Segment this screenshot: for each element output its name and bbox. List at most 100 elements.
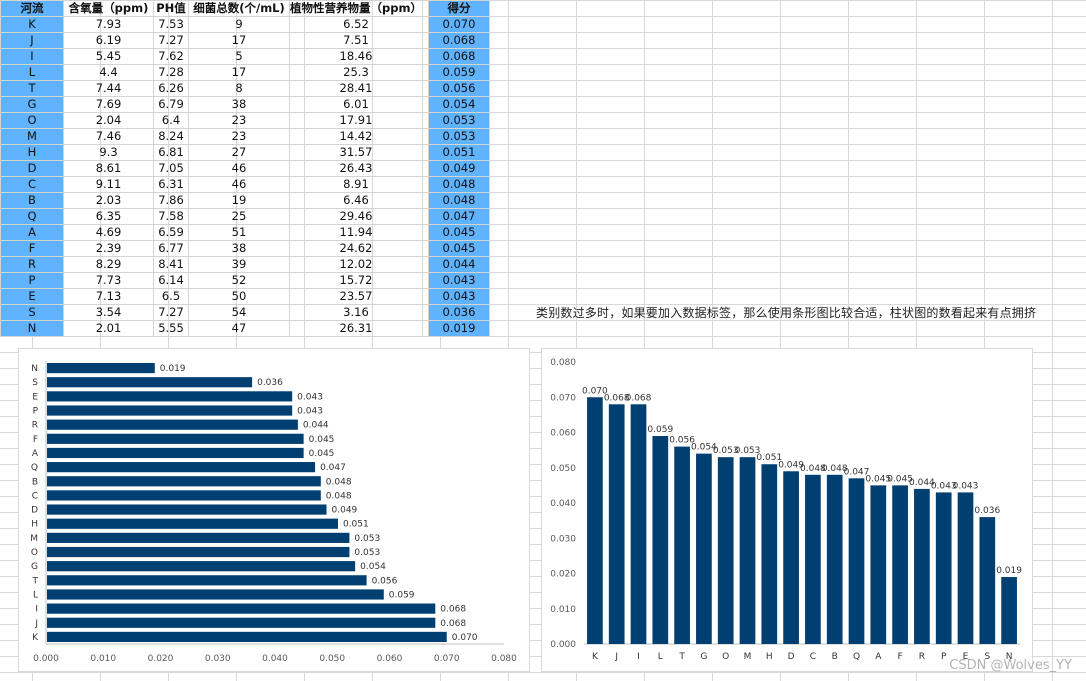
cell-nutrient[interactable]: 6.46 <box>289 192 423 209</box>
cell-score[interactable]: 0.053 <box>427 128 490 145</box>
cell-nutrient[interactable]: 12.02 <box>289 256 423 273</box>
cell-river[interactable]: H <box>0 144 64 161</box>
cell-bacteria[interactable]: 47 <box>188 320 290 337</box>
cell-score[interactable]: 0.053 <box>427 112 490 129</box>
cell-score[interactable]: 0.045 <box>427 240 490 257</box>
cell-bacteria[interactable]: 17 <box>188 32 290 49</box>
cell-nutrient[interactable]: 31.57 <box>289 144 423 161</box>
cell-river[interactable]: Q <box>0 208 64 225</box>
cell-nutrient[interactable]: 28.41 <box>289 80 423 97</box>
cell-ph[interactable]: 7.62 <box>153 48 189 65</box>
cell-river[interactable]: C <box>0 176 64 193</box>
cell-nutrient[interactable]: 26.43 <box>289 160 423 177</box>
cell-oxygen[interactable]: 8.61 <box>63 160 154 177</box>
cell-nutrient[interactable]: 8.91 <box>289 176 423 193</box>
cell-oxygen[interactable]: 2.03 <box>63 192 154 209</box>
cell-river[interactable]: M <box>0 128 64 145</box>
cell-ph[interactable]: 6.77 <box>153 240 189 257</box>
cell-oxygen[interactable]: 2.01 <box>63 320 154 337</box>
cell-oxygen[interactable]: 4.69 <box>63 224 154 241</box>
cell-river[interactable]: N <box>0 320 64 337</box>
cell-bacteria[interactable]: 27 <box>188 144 290 161</box>
cell-score[interactable]: 0.059 <box>427 64 490 81</box>
cell-ph[interactable]: 7.58 <box>153 208 189 225</box>
cell-ph[interactable]: 6.31 <box>153 176 189 193</box>
cell-ph[interactable]: 6.59 <box>153 224 189 241</box>
cell-bacteria[interactable]: 23 <box>188 112 290 129</box>
cell-bacteria[interactable]: 52 <box>188 272 290 289</box>
cell-oxygen[interactable]: 7.13 <box>63 288 154 305</box>
cell-score[interactable]: 0.048 <box>427 192 490 209</box>
cell-score[interactable]: 0.070 <box>427 16 490 33</box>
header-ph[interactable]: PH值 <box>153 0 189 17</box>
cell-river[interactable]: R <box>0 256 64 273</box>
cell-ph[interactable]: 7.86 <box>153 192 189 209</box>
cell-river[interactable]: B <box>0 192 64 209</box>
cell-oxygen[interactable]: 9.3 <box>63 144 154 161</box>
cell-score[interactable]: 0.019 <box>427 320 490 337</box>
cell-nutrient[interactable]: 3.16 <box>289 304 423 321</box>
note-text[interactable]: 类别数过多时，如果要加入数据标签，那么使用条形图比较合适，柱状图的数看起来有点拥… <box>536 306 1037 320</box>
cell-nutrient[interactable]: 6.01 <box>289 96 423 113</box>
cell-ph[interactable]: 6.4 <box>153 112 189 129</box>
cell-bacteria[interactable]: 8 <box>188 80 290 97</box>
cell-bacteria[interactable]: 9 <box>188 16 290 33</box>
cell-ph[interactable]: 6.26 <box>153 80 189 97</box>
cell-oxygen[interactable]: 7.73 <box>63 272 154 289</box>
cell-nutrient[interactable]: 26.31 <box>289 320 423 337</box>
cell-nutrient[interactable]: 25.3 <box>289 64 423 81</box>
cell-score[interactable]: 0.056 <box>427 80 490 97</box>
cell-bacteria[interactable]: 50 <box>188 288 290 305</box>
cell-score[interactable]: 0.068 <box>427 48 490 65</box>
cell-oxygen[interactable]: 3.54 <box>63 304 154 321</box>
cell-nutrient[interactable]: 17.91 <box>289 112 423 129</box>
cell-oxygen[interactable]: 4.4 <box>63 64 154 81</box>
cell-ph[interactable]: 6.79 <box>153 96 189 113</box>
cell-bacteria[interactable]: 46 <box>188 160 290 177</box>
cell-river[interactable]: O <box>0 112 64 129</box>
cell-nutrient[interactable]: 7.51 <box>289 32 423 49</box>
cell-score[interactable]: 0.044 <box>427 256 490 273</box>
cell-river[interactable]: S <box>0 304 64 321</box>
cell-score[interactable]: 0.068 <box>427 32 490 49</box>
cell-bacteria[interactable]: 19 <box>188 192 290 209</box>
cell-oxygen[interactable]: 9.11 <box>63 176 154 193</box>
cell-score[interactable]: 0.036 <box>427 304 490 321</box>
cell-bacteria[interactable]: 23 <box>188 128 290 145</box>
cell-river[interactable]: D <box>0 160 64 177</box>
cell-score[interactable]: 0.054 <box>427 96 490 113</box>
cell-bacteria[interactable]: 17 <box>188 64 290 81</box>
cell-bacteria[interactable]: 25 <box>188 208 290 225</box>
cell-bacteria[interactable]: 46 <box>188 176 290 193</box>
cell-nutrient[interactable]: 29.46 <box>289 208 423 225</box>
cell-nutrient[interactable]: 24.62 <box>289 240 423 257</box>
cell-river[interactable]: K <box>0 16 64 33</box>
cell-oxygen[interactable]: 6.35 <box>63 208 154 225</box>
cell-ph[interactable]: 5.55 <box>153 320 189 337</box>
cell-oxygen[interactable]: 7.46 <box>63 128 154 145</box>
cell-ph[interactable]: 6.14 <box>153 272 189 289</box>
header-river[interactable]: 河流 <box>0 0 64 17</box>
cell-bacteria[interactable]: 54 <box>188 304 290 321</box>
cell-oxygen[interactable]: 2.04 <box>63 112 154 129</box>
cell-score[interactable]: 0.043 <box>427 272 490 289</box>
cell-river[interactable]: L <box>0 64 64 81</box>
cell-nutrient[interactable]: 14.42 <box>289 128 423 145</box>
cell-river[interactable]: G <box>0 96 64 113</box>
cell-oxygen[interactable]: 7.44 <box>63 80 154 97</box>
vertical-column-chart[interactable]: 0.000 0.010 0.020 0.030 0.040 0.050 0.060 0.070… <box>541 348 1033 672</box>
cell-ph[interactable]: 8.24 <box>153 128 189 145</box>
cell-river[interactable]: E <box>0 288 64 305</box>
cell-score[interactable]: 0.045 <box>427 224 490 241</box>
cell-ph[interactable]: 7.27 <box>153 304 189 321</box>
cell-river[interactable]: A <box>0 224 64 241</box>
cell-oxygen[interactable]: 2.39 <box>63 240 154 257</box>
cell-ph[interactable]: 8.41 <box>153 256 189 273</box>
cell-ph[interactable]: 7.27 <box>153 32 189 49</box>
header-oxygen[interactable]: 含氧量（ppm) <box>63 0 154 17</box>
cell-nutrient[interactable]: 11.94 <box>289 224 423 241</box>
cell-river[interactable]: J <box>0 32 64 49</box>
cell-ph[interactable]: 7.05 <box>153 160 189 177</box>
cell-ph[interactable]: 6.5 <box>153 288 189 305</box>
cell-nutrient[interactable]: 23.57 <box>289 288 423 305</box>
